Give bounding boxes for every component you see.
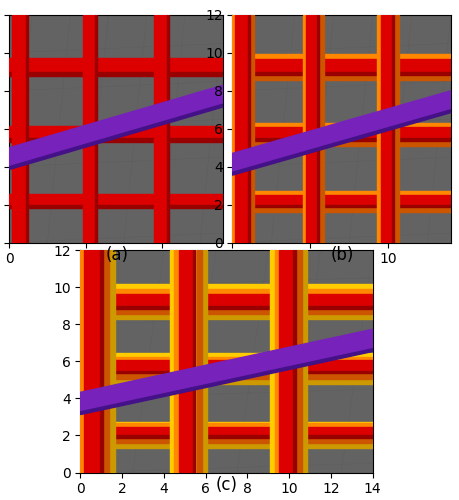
Polygon shape: [80, 360, 372, 370]
Polygon shape: [232, 58, 450, 72]
Polygon shape: [247, 15, 249, 242]
Polygon shape: [12, 15, 26, 242]
Polygon shape: [80, 424, 372, 439]
Polygon shape: [377, 15, 395, 242]
Polygon shape: [95, 15, 97, 242]
Polygon shape: [232, 204, 450, 207]
Polygon shape: [104, 250, 109, 472]
Polygon shape: [392, 15, 393, 242]
Polygon shape: [80, 330, 372, 412]
Polygon shape: [232, 91, 450, 172]
Polygon shape: [278, 250, 293, 472]
Polygon shape: [79, 250, 104, 472]
Polygon shape: [80, 313, 372, 319]
Polygon shape: [80, 374, 372, 378]
Polygon shape: [251, 15, 254, 242]
Polygon shape: [80, 306, 372, 308]
Polygon shape: [9, 204, 223, 208]
Polygon shape: [232, 208, 450, 212]
Polygon shape: [80, 427, 372, 436]
Polygon shape: [108, 250, 114, 472]
Polygon shape: [9, 126, 223, 138]
Polygon shape: [9, 104, 223, 170]
Polygon shape: [232, 72, 450, 76]
Polygon shape: [80, 353, 372, 378]
Polygon shape: [75, 250, 108, 472]
Polygon shape: [80, 250, 372, 472]
Polygon shape: [235, 15, 247, 242]
Polygon shape: [232, 15, 251, 242]
Polygon shape: [9, 72, 223, 76]
Polygon shape: [170, 250, 201, 472]
Polygon shape: [167, 15, 169, 242]
Polygon shape: [232, 138, 450, 141]
Polygon shape: [317, 15, 319, 242]
Text: (a): (a): [106, 246, 129, 264]
Polygon shape: [380, 15, 392, 242]
Polygon shape: [80, 422, 372, 443]
Polygon shape: [100, 250, 103, 472]
Polygon shape: [82, 15, 95, 242]
Polygon shape: [9, 58, 223, 72]
Polygon shape: [320, 15, 323, 242]
Polygon shape: [9, 15, 223, 242]
Text: (b): (b): [330, 246, 353, 264]
Polygon shape: [80, 443, 372, 448]
Polygon shape: [197, 250, 201, 472]
Polygon shape: [232, 15, 450, 242]
Polygon shape: [84, 250, 100, 472]
Polygon shape: [9, 85, 223, 166]
Polygon shape: [293, 250, 295, 472]
Polygon shape: [270, 250, 301, 472]
Polygon shape: [26, 15, 28, 242]
Polygon shape: [274, 250, 297, 472]
Polygon shape: [395, 15, 397, 242]
Polygon shape: [232, 74, 450, 80]
Polygon shape: [80, 378, 372, 384]
Polygon shape: [193, 250, 195, 472]
Polygon shape: [80, 356, 372, 374]
Polygon shape: [174, 250, 197, 472]
Polygon shape: [9, 194, 223, 204]
Text: (c): (c): [215, 476, 237, 494]
Polygon shape: [9, 138, 223, 142]
Polygon shape: [178, 250, 193, 472]
Polygon shape: [297, 250, 301, 472]
Polygon shape: [232, 195, 450, 204]
Polygon shape: [302, 15, 320, 242]
Polygon shape: [80, 284, 372, 313]
Polygon shape: [232, 127, 450, 138]
Polygon shape: [80, 370, 372, 373]
Polygon shape: [232, 110, 450, 175]
Polygon shape: [232, 123, 450, 141]
Polygon shape: [232, 141, 450, 146]
Polygon shape: [154, 15, 167, 242]
Polygon shape: [201, 250, 207, 472]
Polygon shape: [80, 310, 372, 314]
Polygon shape: [232, 54, 450, 74]
Polygon shape: [301, 250, 307, 472]
Polygon shape: [80, 348, 372, 414]
Polygon shape: [80, 439, 372, 443]
Polygon shape: [306, 15, 317, 242]
Polygon shape: [80, 289, 372, 310]
Polygon shape: [80, 294, 372, 306]
Polygon shape: [232, 192, 450, 208]
Polygon shape: [80, 436, 372, 438]
